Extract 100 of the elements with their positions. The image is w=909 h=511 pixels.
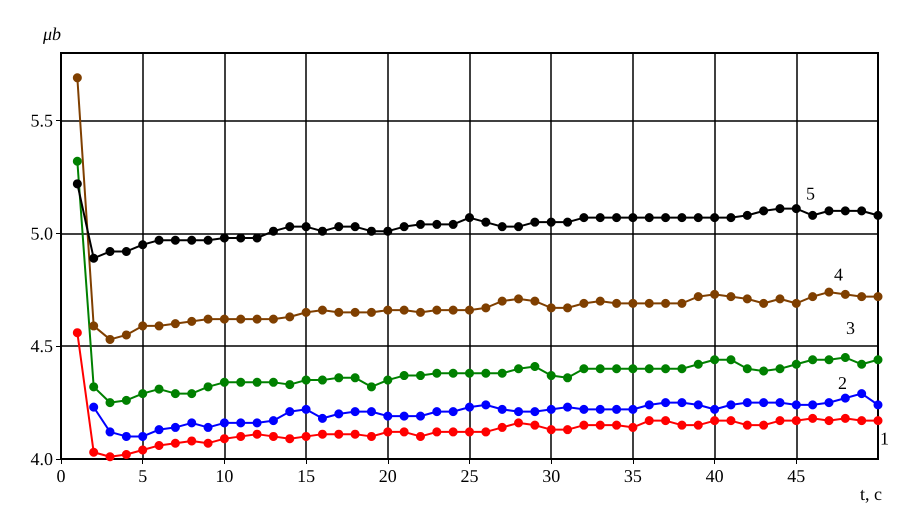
- point: [661, 298, 670, 308]
- point: [89, 254, 98, 263]
- point: [481, 400, 490, 410]
- point: [546, 218, 556, 227]
- point: [383, 412, 392, 421]
- point: [628, 404, 638, 414]
- point: [710, 416, 720, 426]
- point: [677, 298, 686, 308]
- series-label: 4: [834, 264, 843, 285]
- point: [350, 373, 360, 382]
- point: [465, 368, 474, 378]
- point: [874, 400, 882, 410]
- point: [596, 296, 605, 306]
- point: [187, 236, 196, 245]
- point: [285, 407, 294, 416]
- point: [612, 298, 622, 308]
- point: [416, 308, 425, 317]
- point: [563, 402, 572, 412]
- point: [840, 414, 850, 423]
- point: [742, 420, 752, 430]
- y-tick-label: 4.0: [30, 449, 53, 469]
- point: [628, 298, 638, 308]
- point: [694, 420, 703, 430]
- point: [726, 292, 736, 302]
- point: [236, 378, 246, 387]
- point: [138, 321, 148, 330]
- point: [661, 398, 670, 408]
- point: [742, 294, 752, 304]
- point: [285, 222, 294, 232]
- point: [170, 319, 180, 328]
- point: [334, 430, 344, 439]
- point: [596, 213, 605, 222]
- point: [204, 438, 213, 448]
- point: [465, 306, 474, 315]
- point: [154, 384, 164, 394]
- point: [170, 422, 180, 432]
- point: [138, 389, 148, 398]
- point: [808, 414, 818, 423]
- point: [596, 420, 605, 430]
- point: [644, 364, 654, 374]
- point: [759, 206, 768, 216]
- point: [334, 373, 344, 382]
- point: [710, 213, 720, 222]
- point: [106, 452, 115, 462]
- point: [742, 364, 752, 374]
- point: [285, 434, 294, 444]
- point: [612, 420, 622, 430]
- point: [775, 204, 784, 214]
- point: [644, 213, 654, 222]
- point: [154, 321, 164, 330]
- point: [677, 420, 686, 430]
- point: [514, 364, 524, 374]
- point: [138, 445, 148, 454]
- point: [252, 418, 262, 428]
- point: [106, 334, 115, 344]
- point: [792, 298, 801, 308]
- point: [874, 292, 882, 302]
- point: [808, 210, 818, 220]
- point: [72, 156, 82, 166]
- point: [824, 355, 834, 364]
- point: [72, 73, 82, 82]
- point: [824, 416, 834, 426]
- point: [874, 355, 882, 364]
- point: [710, 404, 720, 414]
- point: [187, 436, 196, 446]
- point: [432, 306, 442, 315]
- point: [350, 430, 360, 439]
- point: [220, 418, 229, 428]
- point: [596, 364, 605, 374]
- point: [661, 364, 670, 374]
- point: [465, 427, 474, 436]
- point: [318, 376, 327, 385]
- point: [726, 416, 736, 426]
- point: [448, 427, 458, 436]
- point: [857, 389, 866, 398]
- point: [350, 222, 360, 232]
- point: [644, 400, 654, 410]
- point: [122, 450, 131, 459]
- point: [334, 222, 344, 232]
- point: [628, 422, 638, 432]
- point: [366, 308, 376, 317]
- point: [204, 236, 213, 245]
- x-tick-label: 30: [542, 466, 560, 486]
- point: [498, 368, 507, 378]
- point: [220, 378, 229, 387]
- point: [612, 404, 622, 414]
- point: [302, 308, 311, 317]
- point: [318, 226, 327, 236]
- x-tick-label: 0: [56, 466, 66, 486]
- point: [400, 412, 409, 421]
- point: [318, 430, 327, 439]
- point: [448, 368, 458, 378]
- point: [710, 290, 720, 299]
- point: [220, 314, 229, 324]
- x-tick-label: 45: [787, 466, 806, 486]
- point: [236, 432, 246, 441]
- point: [170, 389, 180, 398]
- point: [170, 438, 180, 448]
- point: [416, 371, 425, 380]
- point: [759, 398, 768, 408]
